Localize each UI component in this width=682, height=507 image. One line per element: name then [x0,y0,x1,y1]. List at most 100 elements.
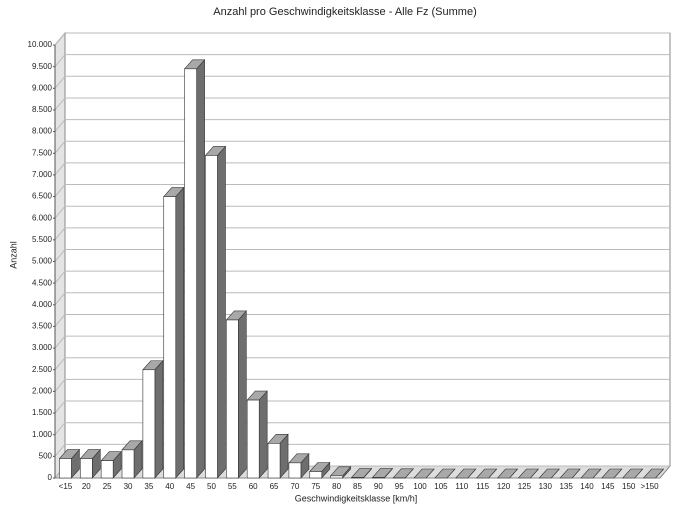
x-tick-label: 145 [601,482,615,491]
grid-line [54,54,66,67]
bar [288,453,310,479]
grid-line [54,444,66,457]
bar [559,468,581,479]
bar-front [142,369,156,479]
y-tick-label: 7.500 [32,148,53,157]
bar [225,310,247,479]
grid-line [54,292,66,306]
x-tick-label: 95 [395,482,404,491]
y-tick-label: 8.000 [32,127,53,136]
y-tick-label: 2.000 [32,387,53,396]
grid-line [54,400,66,414]
grid-line [54,75,66,89]
bar [246,390,268,479]
bar [476,468,498,479]
bar-side [258,390,268,479]
grid-line [54,249,66,262]
bar-top [496,468,519,479]
bar [100,450,122,479]
bar [371,467,394,479]
bar [79,448,101,479]
bar [267,433,289,479]
bar-side [238,310,247,479]
y-tick-label: 4.500 [32,278,53,287]
y-tick-label: 5.500 [32,235,53,244]
bar [601,468,623,479]
x-tick-label: 140 [580,482,594,491]
x-tick-label: 115 [476,482,489,491]
x-tick-label: 90 [374,482,383,491]
x-tick-label: 20 [82,482,91,491]
grid-line [54,270,66,284]
bar-front [246,399,260,479]
bar [517,468,540,479]
grid-line [54,205,66,219]
y-tick-label: 500 [39,451,53,460]
y-tick-label: 0 [48,473,53,482]
bar-top [601,468,623,479]
bar-top [622,468,644,479]
x-tick-label: 100 [413,482,427,491]
bar [580,468,602,479]
bar-front [205,155,218,479]
x-tick-label: >150 [641,482,660,491]
x-tick-label: 65 [270,482,279,491]
x-tick-label: 130 [539,482,553,491]
bar-front [330,475,343,479]
x-tick-label: 55 [228,482,237,491]
bar [121,440,143,479]
x-tick-label: 110 [455,482,468,491]
y-tick-label: 9.500 [32,62,53,71]
x-tick-label: <15 [59,482,73,491]
grid-line [54,335,66,349]
bar [163,186,185,479]
x-tick-label: 125 [518,482,532,491]
x-tick-label: 30 [124,482,133,491]
bar [350,467,373,479]
bar [183,59,206,479]
bar [58,448,81,479]
bar [496,468,519,479]
grid-line [54,379,66,392]
grid-line [54,422,66,436]
y-tick-label: 9.000 [32,83,53,92]
bar [413,468,435,479]
bar [309,461,331,479]
bar-front [79,458,93,479]
x-tick-label: 135 [559,482,573,491]
bar [434,468,456,479]
bar-top [476,468,498,479]
bar [622,468,644,479]
x-tick-label: 50 [207,482,216,491]
grid-line [54,357,66,371]
x-tick-label: 25 [103,482,112,491]
bar-side [196,59,205,479]
y-tick-label: 2.500 [32,365,53,374]
y-tick-label: 7.000 [32,170,53,179]
x-tick-label: 105 [434,482,448,491]
bar-front [184,68,197,479]
bar-top [642,468,665,479]
x-tick-label: 120 [497,482,511,491]
bar-top [580,468,602,479]
y-tick-label: 6.000 [32,213,53,222]
x-tick-label: 35 [144,482,153,491]
y-tick-label: 4.000 [32,300,53,309]
bar [142,359,164,479]
bar [204,145,227,479]
grid-line [54,184,66,197]
x-tick-label: 40 [165,482,174,491]
y-tick-label: 3.500 [32,322,53,331]
x-tick-label: 60 [249,482,258,491]
y-tick-label: 3.000 [32,343,53,352]
bar [455,468,477,479]
x-tick-label: 80 [332,482,341,491]
bar-top [455,468,477,479]
bar-side [217,145,226,479]
x-tick-label: 70 [290,482,299,491]
bar-top [559,468,581,479]
y-tick-label: 1.000 [32,430,53,439]
bar-front [163,196,177,479]
x-axis-label: Geschwindigkeitsklasse [km/h] [295,493,418,503]
